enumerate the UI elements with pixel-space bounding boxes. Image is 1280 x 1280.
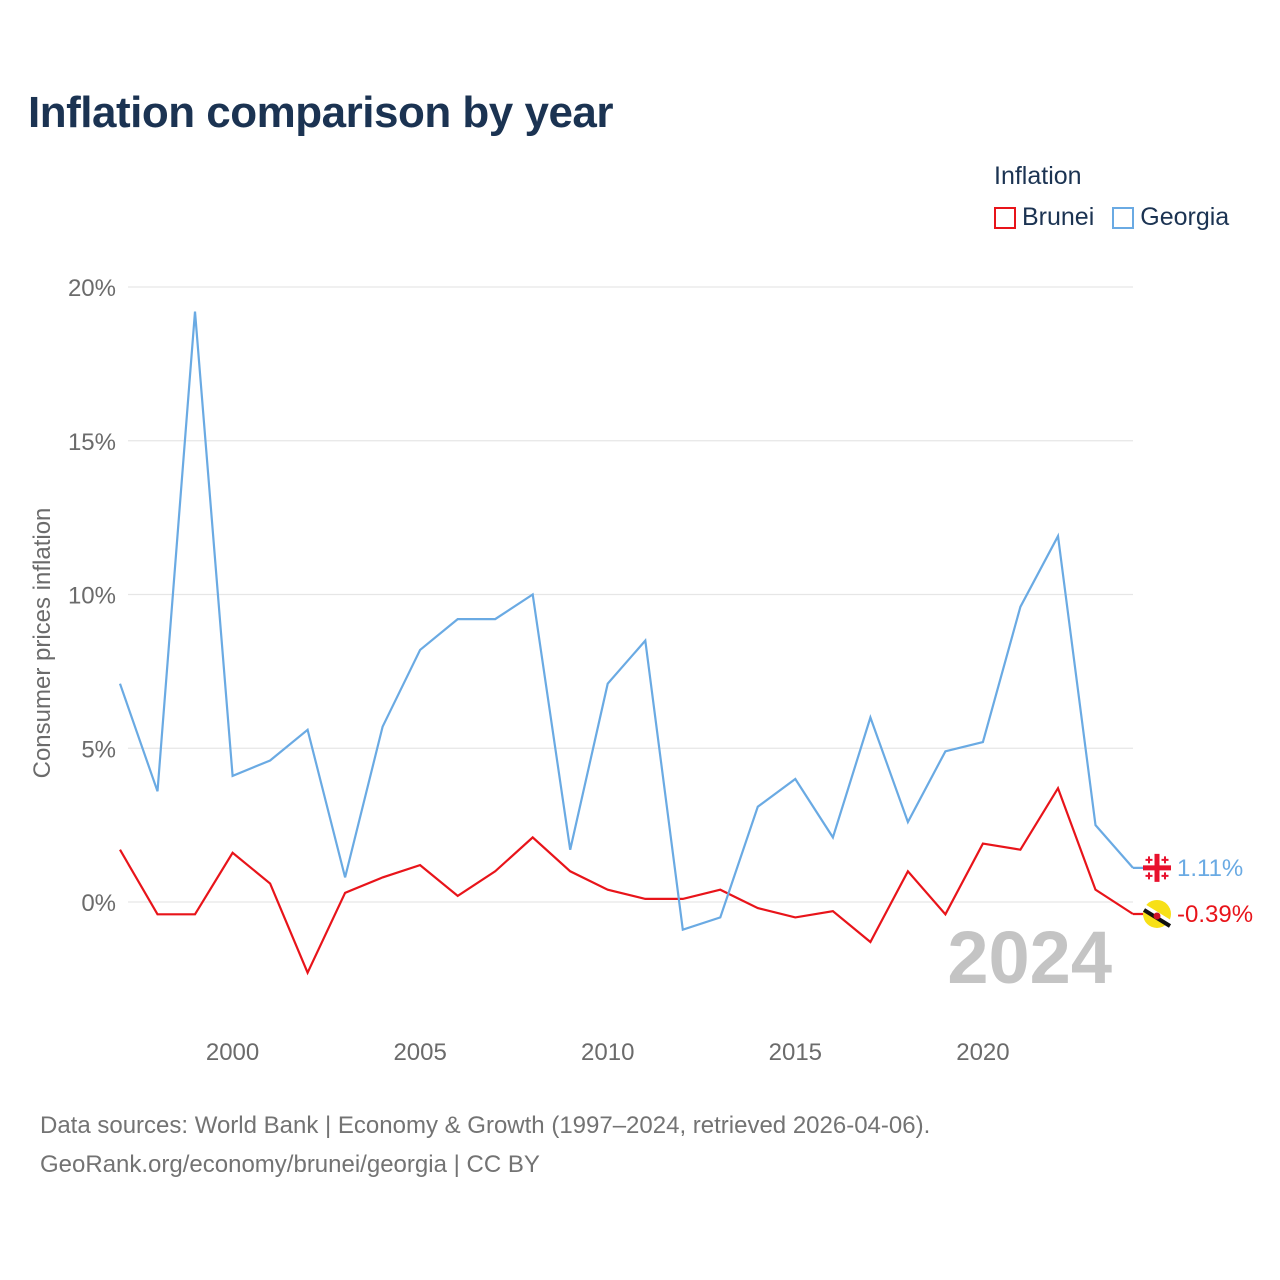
legend-label-brunei: Brunei	[1022, 203, 1095, 231]
sources: Data sources: World Bank | Economy & Gro…	[40, 1106, 930, 1184]
x-tick-label: 2005	[393, 1039, 446, 1066]
gridlines	[128, 286, 1133, 903]
series-line-georgia	[118, 311, 1134, 932]
end-value-label-brunei: -0.39%	[1177, 901, 1253, 928]
legend-item-georgia[interactable]: Georgia	[1112, 203, 1229, 232]
x-tick-label: 2010	[581, 1039, 634, 1066]
year-watermark: 2024	[947, 916, 1112, 999]
brunei-flag-icon	[1142, 899, 1172, 928]
x-tick-label: 2015	[769, 1039, 822, 1066]
x-axis: 2000 2005 2010 2015 2020	[206, 1039, 1010, 1066]
y-tick-label: 5%	[81, 736, 116, 763]
x-tick-label: 2020	[956, 1039, 1009, 1066]
legend-title: Inflation	[994, 162, 1082, 190]
end-value-label-georgia: 1.11%	[1177, 855, 1243, 882]
legend-swatch-brunei	[994, 206, 1016, 229]
y-tick-label: 20%	[68, 275, 116, 302]
end-markers: -0.39% 1.11%	[1133, 853, 1253, 928]
legend-label-georgia: Georgia	[1140, 203, 1230, 231]
series-line-brunei	[119, 785, 1134, 976]
legend-item-brunei[interactable]: Brunei	[994, 203, 1094, 232]
sources-line-1: Data sources: World Bank | Economy & Gro…	[40, 1112, 931, 1139]
x-tick-label: 2000	[206, 1039, 259, 1066]
sources-line-2[interactable]: GeoRank.org/economy/brunei/georgia | CC …	[40, 1151, 540, 1178]
y-tick-label: 10%	[68, 583, 116, 610]
georgia-flag-icon	[1143, 853, 1171, 882]
y-tick-label: 0%	[81, 890, 116, 917]
legend-swatch-georgia	[1112, 206, 1135, 229]
legend: Inflation Brunei Georgia	[994, 162, 1229, 232]
y-tick-label: 15%	[68, 429, 116, 456]
chart-title: Inflation comparison by year	[28, 88, 614, 137]
y-axis-label: Consumer prices inflation	[29, 508, 56, 779]
y-axis: 0% 5% 10% 15% 20%	[68, 275, 116, 917]
series-lines	[118, 311, 1134, 976]
